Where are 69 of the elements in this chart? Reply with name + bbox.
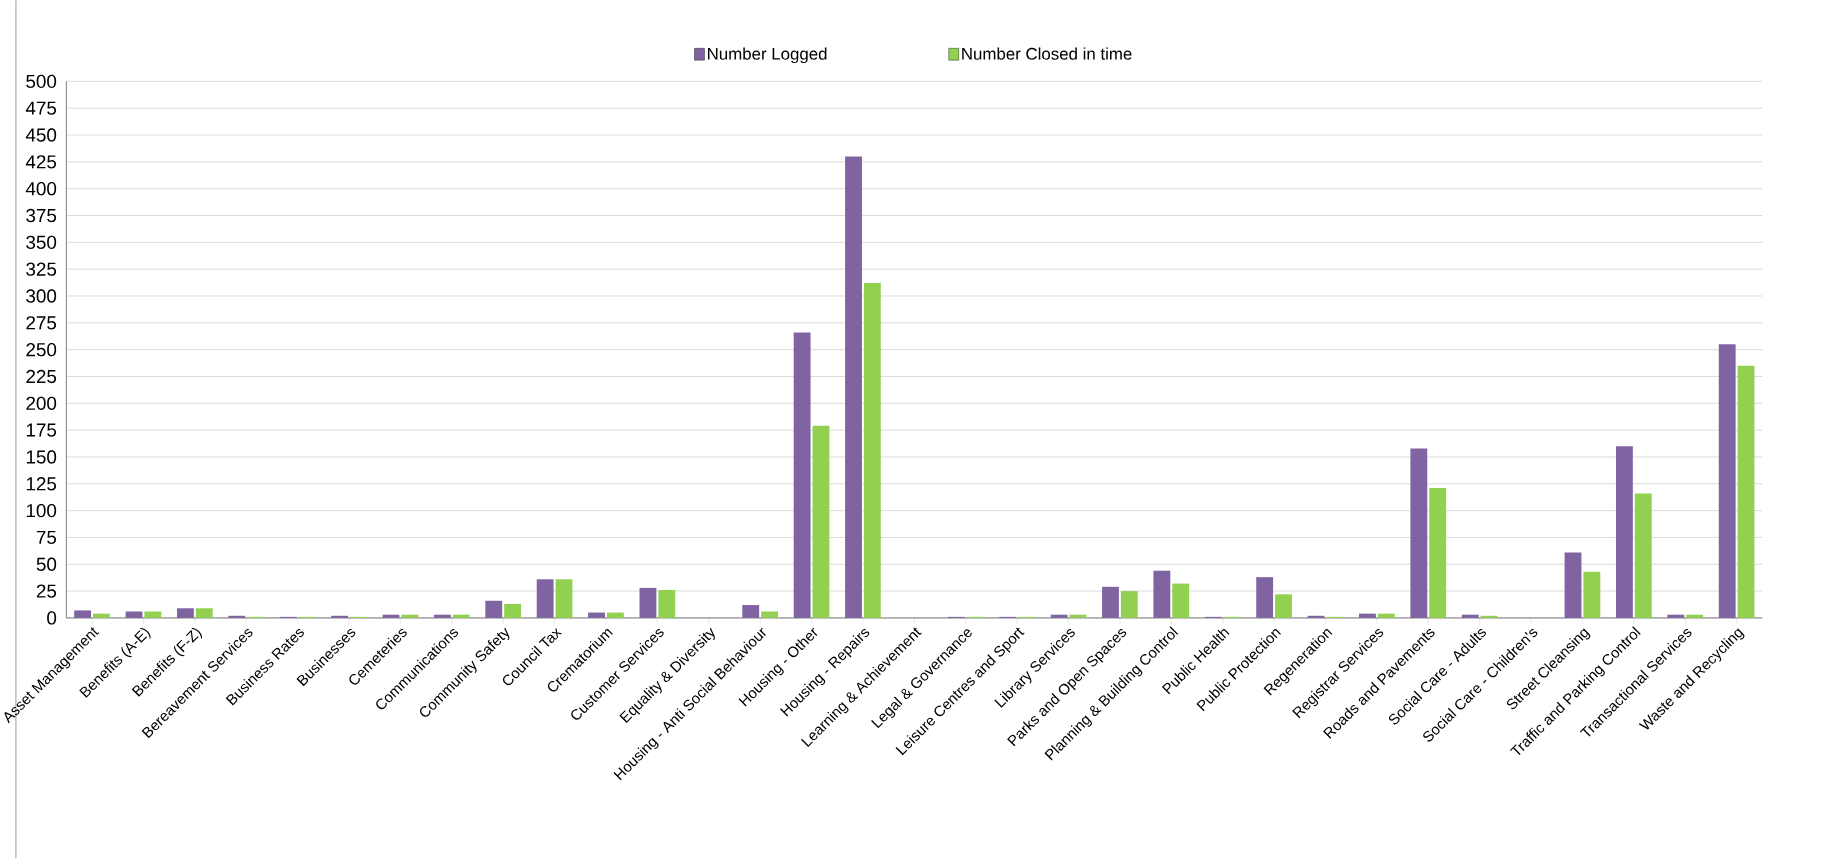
y-tick-label: 350 (26, 235, 57, 250)
bar (1583, 571, 1601, 619)
bar (1256, 577, 1274, 619)
bar (812, 425, 830, 619)
bar (93, 613, 110, 619)
y-tick-label: 0 (47, 611, 57, 625)
bar (1102, 586, 1119, 619)
bar (1429, 488, 1447, 619)
y-tick-label: 75 (36, 531, 57, 545)
y-tick-label: 100 (26, 504, 57, 518)
bar (74, 610, 92, 619)
y-tick-label: 275 (26, 316, 57, 330)
bar (195, 608, 213, 619)
legend-label: Number Closed in time (962, 47, 1132, 60)
bar (452, 614, 470, 619)
y-tick-label: 50 (36, 557, 57, 572)
bar (1480, 615, 1498, 619)
bar (606, 612, 624, 619)
y-tick-label: 225 (26, 369, 57, 384)
y-tick-label: 425 (25, 155, 57, 169)
bar (793, 332, 811, 619)
y-tick-label: 175 (26, 423, 57, 437)
bar (125, 611, 143, 619)
y-tick-label: 150 (26, 450, 57, 464)
y-tick-label: 25 (36, 584, 57, 598)
bar (1615, 446, 1633, 619)
bar (1737, 365, 1755, 619)
bar (1172, 583, 1190, 619)
legend-label: Number Logged (708, 47, 827, 64)
bar (658, 590, 676, 619)
bar (863, 283, 881, 619)
bar (1634, 493, 1652, 619)
y-tick-label: 475 (25, 101, 57, 115)
bar (433, 614, 451, 619)
bar (1050, 614, 1068, 619)
y-tick-label: 500 (26, 74, 57, 89)
bar (1410, 448, 1428, 619)
y-tick-label: 400 (25, 182, 57, 196)
y-tick-label: 200 (26, 396, 57, 411)
bar (1461, 614, 1479, 619)
bar (1120, 591, 1138, 619)
y-tick-label: 450 (25, 128, 57, 142)
bar (1377, 613, 1395, 619)
bar (401, 614, 419, 619)
bar (1667, 614, 1685, 619)
bar (536, 579, 554, 619)
bar (144, 611, 162, 619)
bar (176, 608, 194, 619)
bar (1718, 344, 1736, 619)
bar (1686, 614, 1704, 619)
bar (845, 156, 862, 619)
bar (228, 615, 246, 619)
bar (1564, 552, 1582, 619)
y-tick-label: 375 (26, 208, 57, 223)
y-tick-label: 300 (26, 289, 57, 303)
y-tick-label: 250 (26, 343, 57, 357)
bar (742, 605, 760, 619)
bar (504, 604, 522, 619)
bar (1275, 594, 1292, 619)
bar (331, 615, 349, 619)
bar (1359, 613, 1376, 619)
y-tick-label: 325 (26, 262, 57, 276)
bar (761, 611, 778, 619)
bar (1153, 570, 1171, 619)
bar (485, 600, 503, 619)
bar (639, 588, 657, 619)
y-tick-label: 125 (26, 477, 57, 491)
bar (555, 579, 573, 619)
bar (588, 612, 605, 619)
